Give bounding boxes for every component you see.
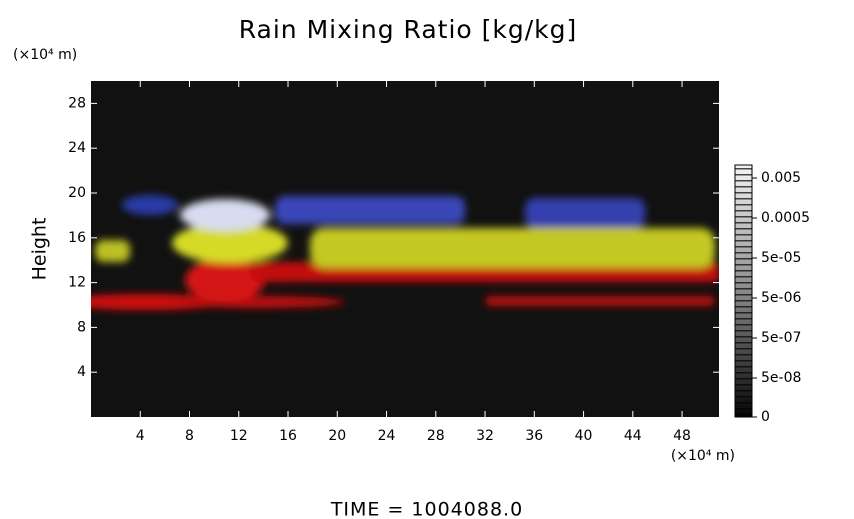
footer: TIME = 1004088.0 <box>330 499 523 519</box>
x-tick-label: 16 <box>279 428 297 444</box>
colorbar-tick-label: 0.0005 <box>761 210 810 226</box>
y-axis-label: Height <box>29 218 51 281</box>
x-tick-label: 36 <box>525 428 543 444</box>
y-tick-label: 28 <box>68 95 86 111</box>
colorbar-tick-label: 5e-05 <box>761 250 801 266</box>
x-tick-label: 8 <box>185 428 194 444</box>
chart-title: Rain Mixing Ratio [kg/kg] <box>239 15 578 44</box>
x-tick-label: 24 <box>378 428 396 444</box>
y-tick-label: 20 <box>68 185 86 201</box>
y-tick-label: 16 <box>68 230 86 246</box>
x-tick-label: 12 <box>230 428 248 444</box>
x-tick-label: 40 <box>575 428 593 444</box>
x-tick-label: 32 <box>476 428 494 444</box>
colorbar-tick-label: 5e-06 <box>761 290 801 306</box>
x-tick-label: 20 <box>328 428 346 444</box>
x-tick-label: 4 <box>136 428 145 444</box>
x-tick-label: 48 <box>673 428 691 444</box>
colorbar-tick-label: 0 <box>761 409 770 425</box>
y-unit: (×10⁴ m) <box>13 47 77 63</box>
x-unit: (×10⁴ m) <box>671 448 735 464</box>
x-tick-label: 44 <box>624 428 642 444</box>
x-tick-label: 28 <box>427 428 445 444</box>
y-tick-label: 8 <box>77 319 86 335</box>
colorbar-tick-label: 5e-07 <box>761 330 801 346</box>
y-tick-label: 12 <box>68 275 86 291</box>
y-tick-label: 24 <box>68 140 86 156</box>
colorbar-tick-label: 5e-08 <box>761 370 801 386</box>
colorbar-tick-label: 0.005 <box>761 170 801 186</box>
y-tick-label: 4 <box>77 364 86 380</box>
volume-render <box>91 195 719 310</box>
colorbar-stripes <box>735 165 752 417</box>
